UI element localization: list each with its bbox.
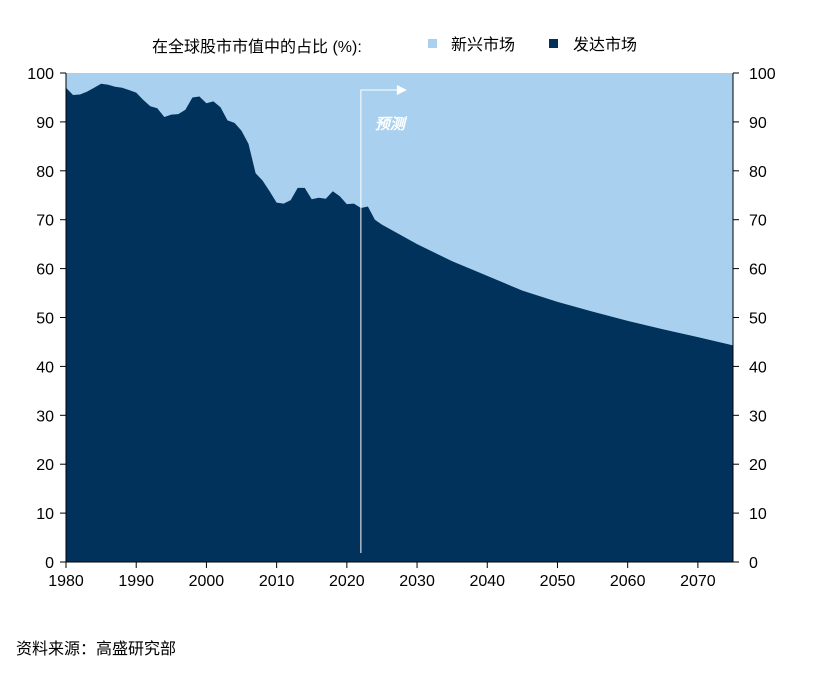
x-tick-label: 1980 bbox=[48, 573, 84, 590]
y-tick-label-right: 0 bbox=[749, 555, 758, 572]
forecast-label: 预测 bbox=[375, 116, 408, 133]
x-tick-label: 2010 bbox=[259, 573, 295, 590]
x-tick-label: 2000 bbox=[189, 573, 225, 590]
y-tick-label-left: 40 bbox=[36, 359, 54, 376]
legend-label-developed: 发达市场 bbox=[573, 36, 637, 54]
y-tick-label-right: 60 bbox=[749, 262, 767, 279]
legend: 在全球股市市值中的占比 (%): 新兴市场 发达市场 bbox=[152, 36, 637, 56]
x-tick-label: 2060 bbox=[610, 573, 646, 590]
x-tick-label: 2040 bbox=[469, 573, 505, 590]
source-note: 资料来源：高盛研究部 bbox=[16, 641, 177, 658]
chart-title: 在全球股市市值中的占比 (%): bbox=[152, 38, 362, 56]
legend-swatch-emerging bbox=[428, 39, 437, 48]
y-tick-label-left: 0 bbox=[45, 555, 54, 572]
x-tick-label: 2070 bbox=[680, 573, 716, 590]
y-tick-label-right: 70 bbox=[749, 213, 767, 230]
y-tick-label-left: 70 bbox=[36, 213, 54, 230]
legend-swatch-developed bbox=[549, 39, 558, 48]
y-tick-label-left: 20 bbox=[36, 457, 54, 474]
y-tick-label-right: 50 bbox=[749, 311, 767, 328]
y-tick-label-left: 60 bbox=[36, 262, 54, 279]
y-tick-label-right: 20 bbox=[749, 457, 767, 474]
x-tick-label: 2050 bbox=[540, 573, 576, 590]
y-tick-label-right: 10 bbox=[749, 506, 767, 523]
x-tick-label: 2020 bbox=[329, 573, 365, 590]
forecast-line bbox=[360, 89, 399, 553]
y-tick-label-left: 10 bbox=[36, 506, 54, 523]
y-tick-label-left: 90 bbox=[36, 115, 54, 132]
y-tick-label-right: 100 bbox=[749, 66, 776, 83]
y-tick-label-right: 90 bbox=[749, 115, 767, 132]
y-tick-label-left: 30 bbox=[36, 408, 54, 425]
y-tick-label-left: 100 bbox=[27, 66, 54, 83]
y-tick-label-right: 30 bbox=[749, 408, 767, 425]
x-tick-label: 1990 bbox=[118, 573, 154, 590]
y-tick-label-left: 80 bbox=[36, 164, 54, 181]
x-tick-label: 2030 bbox=[399, 573, 435, 590]
forecast-arrowhead bbox=[396, 85, 407, 95]
legend-label-emerging: 新兴市场 bbox=[451, 36, 515, 54]
area-developed bbox=[66, 83, 733, 563]
y-tick-label-right: 80 bbox=[749, 164, 767, 181]
y-tick-label-right: 40 bbox=[749, 359, 767, 376]
y-tick-label-left: 50 bbox=[36, 311, 54, 328]
